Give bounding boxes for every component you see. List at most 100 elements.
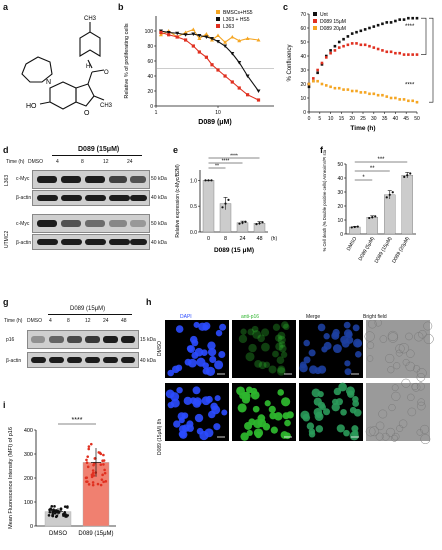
c-legend-swatch [313,19,317,23]
panel-c-label: c [283,2,289,12]
micro-cell [299,361,307,369]
bar [366,216,378,235]
bar-dot [224,202,227,205]
micro-cell [387,332,399,343]
c-y-tick-label: 50 [300,40,306,46]
micro-cell [355,340,363,348]
c-x-tick-label: 10 [328,116,334,122]
b-point [245,74,250,78]
g-treatment-bar [48,314,132,315]
micro-tile [366,383,430,441]
micro-cell [416,429,424,436]
micro-cell [331,331,340,340]
micro-cell [281,397,291,407]
c-point [324,54,328,58]
g-kda-label: 40 kDa [140,358,156,364]
c-sig-label: **** [405,24,415,30]
bar-dot [353,225,356,229]
b-point [237,61,242,65]
bar-dot [255,223,258,226]
b-y-tick-label: 60 [147,59,153,65]
bar-dot [210,179,213,182]
b-point [256,98,261,102]
i-dot [54,515,58,519]
c-y-tick-label: 20 [300,82,306,88]
micro-cell [201,396,211,406]
b-point [167,33,171,37]
g-lane-label: DMSO [27,318,42,324]
micro-cell [183,396,192,406]
micro-cell [416,401,426,411]
c-point [368,26,371,30]
structure-nh-label: H [86,64,90,70]
e-x-axis-label: D089 (15 μM) [214,247,254,254]
i-dot [87,445,91,448]
c-legend-entry: D089 20μM [320,26,346,32]
micro-cell [344,360,351,367]
micro-cell [202,367,210,375]
bar-y-tick-label: 0.5 [190,204,197,210]
b-point [237,86,241,90]
c-y-tick-label: 10 [300,96,306,102]
c-point [316,68,319,72]
micro-cell [353,408,362,417]
micro-cell [167,369,174,377]
micro-cell [221,409,228,416]
micro-cell [386,427,395,437]
c-point [381,49,384,52]
c-point [324,84,328,87]
c-point [337,86,341,90]
i-dot [87,483,91,486]
micro-cell [261,328,270,337]
c-x-tick-label: 0 [308,116,311,122]
c-point [316,79,319,83]
g-lane-label: 24 [103,318,109,324]
e-y-axis-label: Relative expression (c-Myc/B2M) [175,164,181,238]
micro-cell [194,413,204,423]
micro-cell [308,349,316,357]
micro-cell [416,372,426,382]
c-x-axis-label: Time (h) [350,125,375,132]
micro-cell [192,386,201,395]
micro-cell [391,391,401,401]
i-dot [86,480,89,483]
c-sig-bracket [429,17,434,103]
panel-a-label: a [3,2,9,12]
b-point [256,89,261,93]
d-kda-label: 50 kDa [151,221,167,227]
i-dot [62,512,65,516]
micro-cell [313,397,322,406]
c-point [381,93,384,97]
micro-cell [277,389,284,396]
micro-cell [352,324,360,332]
c-point [407,99,410,103]
bar-dot [258,222,261,225]
panel-g-label: g [3,297,9,307]
i-dot [102,453,105,457]
i-dot [51,513,55,516]
c-point [407,16,410,20]
i-dot [63,511,67,514]
i-dot [50,505,54,508]
micro-cell [381,432,390,441]
c-legend-entry: Unt [320,12,328,18]
c-point [389,50,393,54]
b-x-axis-label: D089 (μM) [198,119,231,126]
micro-cell [405,332,413,341]
micro-cell [252,405,260,413]
g-kda-label: 15 kDa [140,337,156,343]
c-legend-swatch [313,26,317,30]
d-blot-actin-l363 [32,190,150,206]
i-dot [86,455,90,458]
structure-n-label: N [46,79,51,86]
d-lane-label: DMSO [28,159,43,165]
c-point [359,43,363,47]
c-point [312,79,315,83]
bar-category-label: DMSO [346,236,359,252]
c-point [355,42,358,45]
b-y-tick-label: 100 [145,29,154,35]
i-dot [47,514,51,517]
i-category-label: D089 (15μM) [78,531,113,537]
micro-cell [191,339,199,347]
b-point [245,93,250,97]
